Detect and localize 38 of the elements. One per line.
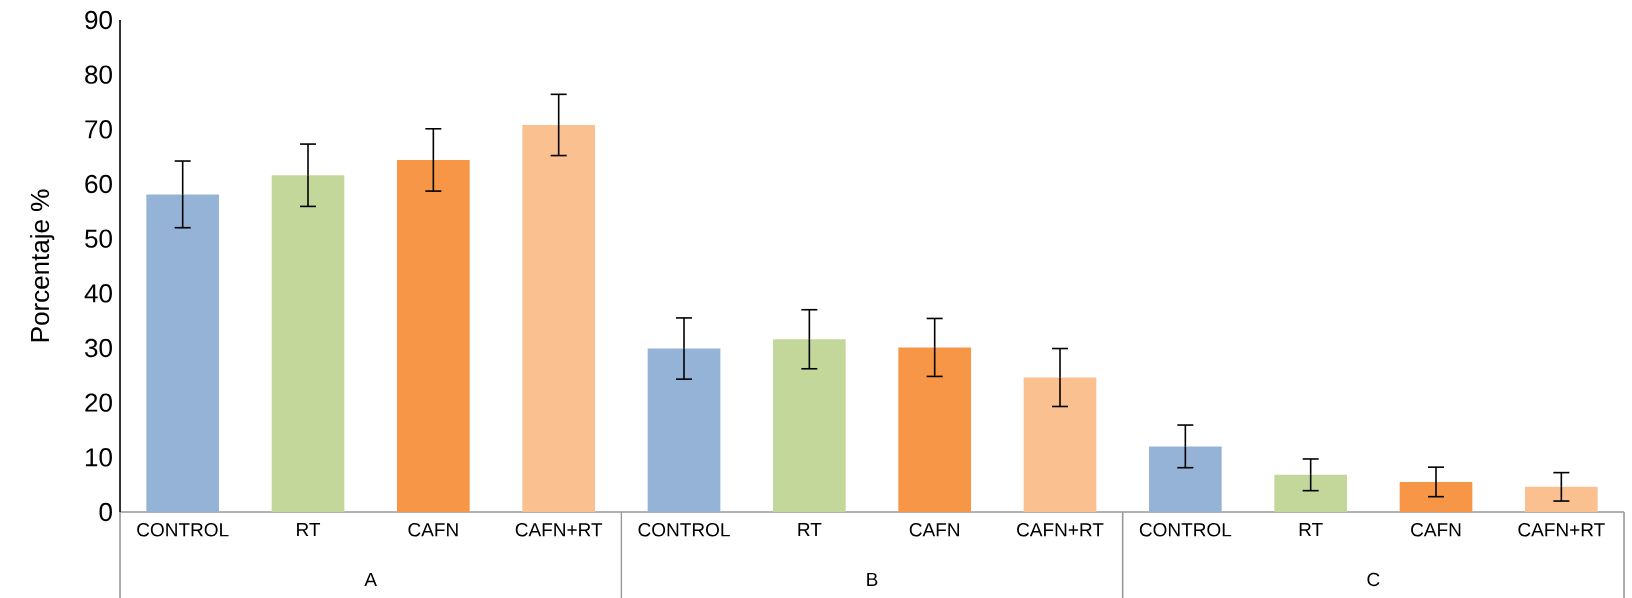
x-tick-label: CONTROL bbox=[638, 523, 730, 537]
y-tick-label: 0 bbox=[99, 502, 112, 522]
y-tick-label: 80 bbox=[85, 65, 112, 84]
y-tick-label: 70 bbox=[85, 120, 112, 139]
x-tick-label: CAFN+RT bbox=[1017, 523, 1104, 537]
text: B bbox=[867, 572, 878, 586]
y-tick-label: 10 bbox=[86, 448, 112, 467]
x-tick-label: CONTROL bbox=[1139, 523, 1232, 537]
bar bbox=[1274, 474, 1348, 512]
x-tick-label: RT bbox=[297, 523, 321, 537]
bar bbox=[1399, 481, 1473, 512]
text: A bbox=[364, 572, 377, 586]
x-tick-label: CAFN+RT bbox=[1518, 523, 1605, 537]
x-tick-label: CONTROL bbox=[137, 523, 229, 537]
x-tick-label: CAFN+RT bbox=[515, 523, 603, 537]
x-tick-label: CAFN bbox=[909, 523, 959, 537]
y-tick-label: 50 bbox=[85, 229, 112, 248]
x-tick-label: RT bbox=[798, 523, 822, 537]
y-tick-label: 40 bbox=[84, 284, 112, 303]
bar bbox=[397, 159, 470, 512]
x-tick-label: RT bbox=[1299, 523, 1323, 537]
y-axis-title: Porcentaje % bbox=[30, 189, 55, 342]
bar bbox=[898, 347, 972, 512]
y-tick-label: 90 bbox=[85, 10, 112, 30]
bar bbox=[1023, 377, 1097, 512]
x-tick-label: CAFN bbox=[1411, 523, 1461, 537]
y-tick-label: 60 bbox=[85, 174, 112, 194]
bar bbox=[271, 175, 345, 512]
bar bbox=[1524, 486, 1598, 512]
text: C bbox=[1367, 572, 1380, 587]
bar bbox=[647, 348, 721, 512]
x-tick-label: CAFN bbox=[408, 523, 458, 537]
bar bbox=[773, 339, 846, 512]
y-tick-label: 30 bbox=[85, 338, 112, 358]
y-tick-label: 20 bbox=[85, 393, 112, 412]
bar bbox=[1148, 446, 1222, 512]
bar bbox=[146, 194, 220, 512]
bar bbox=[522, 124, 596, 512]
